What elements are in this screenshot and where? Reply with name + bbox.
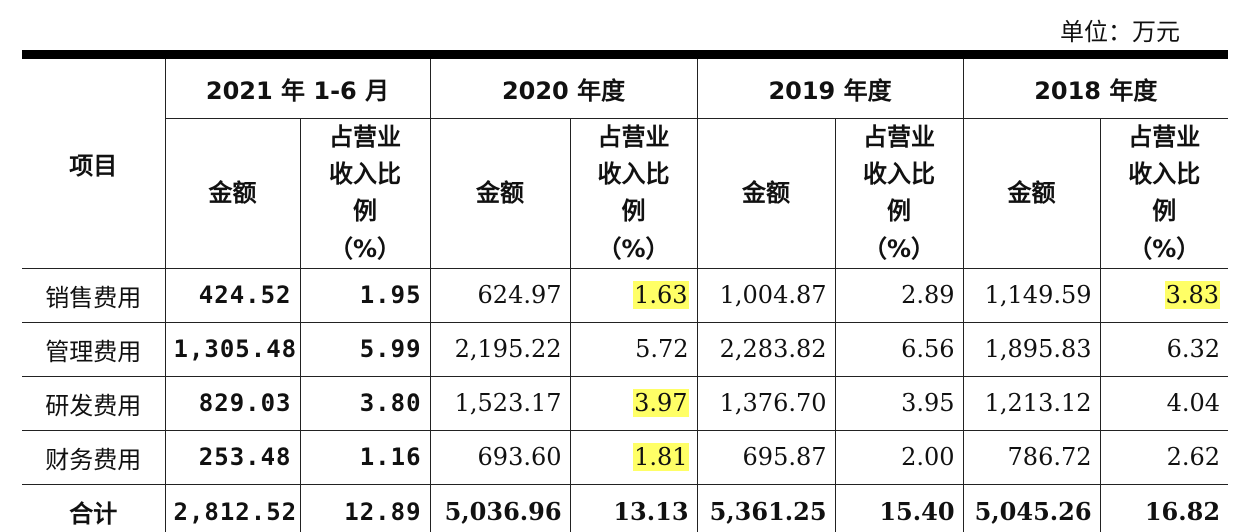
- cell: 5,361.25: [696, 483, 836, 532]
- cell: 2,283.82: [696, 321, 836, 377]
- row-label: 销售费用: [22, 267, 166, 323]
- total-row: 合计 2,812.52 12.89 5,036.96 13.13 5,361.25 15.4…: [22, 483, 1229, 532]
- highlighted-value: 3.83: [1164, 281, 1221, 310]
- item-header: 项目: [22, 54, 166, 269]
- cell: 786.72: [962, 429, 1101, 485]
- cell: 1,149.59: [962, 267, 1101, 323]
- cell: 829.03: [164, 375, 301, 431]
- cell: 5,036.96: [429, 483, 571, 532]
- unit-label: 单位：万元: [1060, 18, 1180, 46]
- subheader-text: 占营业收入比例（%）: [597, 123, 670, 263]
- cell: 1,213.12: [962, 375, 1101, 431]
- period-header: 2018 年度: [962, 54, 1229, 119]
- highlighted-value: 1.81: [633, 443, 689, 472]
- row-label: 合计: [22, 483, 166, 532]
- cell: 3.83: [1099, 267, 1229, 323]
- subheader-text: 金额: [476, 178, 525, 207]
- row-label: 研发费用: [22, 375, 166, 431]
- subheader: 占营业收入比例（%）: [299, 118, 431, 269]
- row-label: 管理费用: [22, 321, 166, 377]
- table-body: 销售费用 424.52 1.95 624.97 1.63 1,004.87 2.89 1,14…: [22, 267, 1229, 532]
- cell: 3.80: [299, 375, 431, 431]
- expense-table: 项目 2021 年 1-6 月 2020 年度 2019 年度 2018 年度 金额 占…: [22, 50, 1229, 532]
- subheader-text: 占营业收入比例（%）: [1128, 123, 1201, 263]
- cell: 5.72: [569, 321, 698, 377]
- header-row: 项目 2021 年 1-6 月 2020 年度 2019 年度 2018 年度: [22, 54, 1229, 269]
- highlighted-value: 3.97: [633, 389, 689, 418]
- subheader: 金额: [429, 118, 571, 269]
- subheader: 占营业收入比例（%）: [834, 118, 964, 269]
- subheader-text: 金额: [1007, 178, 1056, 207]
- cell: 624.97: [429, 267, 571, 323]
- subheader: 占营业收入比例（%）: [569, 118, 698, 269]
- data-row: 销售费用 424.52 1.95 624.97 1.63 1,004.87 2.89 1,14…: [22, 267, 1229, 323]
- period-header: 2019 年度: [696, 54, 964, 119]
- cell: 5.99: [299, 321, 431, 377]
- subheader-text: 金额: [742, 178, 791, 207]
- cell: 693.60: [429, 429, 571, 485]
- data-row: 研发费用 829.03 3.80 1,523.17 3.97 1,376.70 3.95 1,…: [22, 375, 1229, 431]
- cell: 1,523.17: [429, 375, 571, 431]
- cell: 253.48: [164, 429, 301, 485]
- subheader-row: 金额 占营业收入比例（%） 金额 占营业收入比例（%） 金额 占营业收入比例（%） 金额 占营…: [22, 118, 1229, 269]
- cell: 13.13: [569, 483, 698, 532]
- cell: 6.32: [1099, 321, 1229, 377]
- subheader: 金额: [962, 118, 1101, 269]
- cell: 1.63: [569, 267, 698, 323]
- cell: 12.89: [299, 483, 431, 532]
- cell: 5,045.26: [962, 483, 1101, 532]
- subheader-text: 占营业收入比例（%）: [862, 123, 936, 263]
- cell: 15.40: [834, 483, 964, 532]
- cell: 695.87: [696, 429, 836, 485]
- subheader-text: 金额: [208, 178, 257, 207]
- cell: 1,895.83: [962, 321, 1101, 377]
- cell: 424.52: [164, 267, 301, 323]
- period-header: 2021 年 1-6 月: [164, 54, 431, 119]
- row-label: 财务费用: [22, 429, 166, 485]
- highlighted-value: 1.63: [633, 281, 689, 310]
- cell: 2.62: [1099, 429, 1229, 485]
- cell: 1.81: [569, 429, 698, 485]
- subheader: 金额: [696, 118, 836, 269]
- cell: 1.16: [299, 429, 431, 485]
- cell: 1,376.70: [696, 375, 836, 431]
- cell: 1,004.87: [696, 267, 836, 323]
- cell: 3.97: [569, 375, 698, 431]
- data-row: 管理费用 1,305.48 5.99 2,195.22 5.72 2,283.82 6.56…: [22, 321, 1229, 377]
- period-header: 2020 年度: [429, 54, 698, 119]
- subheader-text: 占营业收入比例（%）: [328, 123, 402, 263]
- cell: 2,195.22: [429, 321, 571, 377]
- cell: 2.89: [834, 267, 964, 323]
- subheader: 金额: [165, 118, 301, 269]
- cell: 6.56: [834, 321, 964, 377]
- subheader: 占营业收入比例（%）: [1099, 118, 1229, 269]
- cell: 1.95: [299, 267, 431, 323]
- cell: 1,305.48: [164, 321, 301, 377]
- cell: 2,812.52: [164, 483, 301, 532]
- cell: 2.00: [834, 429, 964, 485]
- data-row: 财务费用 253.48 1.16 693.60 1.81 695.87 2.00 786.72…: [22, 429, 1229, 485]
- cell: 4.04: [1099, 375, 1229, 431]
- cell: 16.82: [1099, 483, 1229, 532]
- cell: 3.95: [834, 375, 964, 431]
